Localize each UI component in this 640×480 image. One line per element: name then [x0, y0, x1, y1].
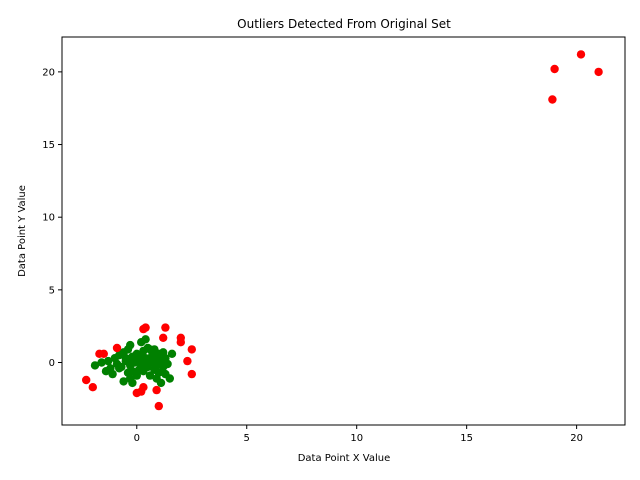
outlier-point-0	[82, 375, 91, 385]
x-tick-label-0: 0	[134, 433, 140, 444]
outlier-point-1	[88, 383, 98, 392]
x-tick-label-2: 10	[350, 433, 363, 444]
inlier-point-56	[139, 359, 148, 369]
inlier-point-4	[108, 369, 117, 379]
y-axis: 0 5 10 15 20	[42, 67, 62, 369]
inlier-point-61	[152, 361, 161, 370]
outlier-point-4	[112, 343, 122, 353]
inlier-point-47	[165, 374, 174, 383]
outlier-point-20	[550, 64, 559, 74]
outlier-point-3	[99, 349, 109, 358]
y-tick-label-1: 5	[49, 285, 55, 296]
inlier-point-1	[97, 358, 106, 367]
inlier-point-58	[104, 356, 113, 366]
inlier-point-60	[134, 351, 144, 360]
inlier-point-55	[145, 355, 155, 364]
inlier-point-59	[128, 367, 137, 376]
inlier-point-0	[90, 361, 100, 370]
inlier-point-48	[167, 349, 177, 358]
x-tick-label-4: 20	[570, 433, 583, 444]
outlier-point-12	[159, 333, 168, 342]
inlier-point-63	[123, 355, 133, 364]
x-axis: 0 5 10 15 20	[134, 425, 583, 444]
x-tick-label-1: 5	[244, 433, 250, 444]
inlier-point-10	[119, 377, 128, 386]
points-layer	[82, 50, 603, 411]
inlier-point-39	[154, 368, 163, 377]
y-tick-label-3: 15	[42, 140, 55, 151]
inlier-point-31	[145, 371, 155, 380]
inlier-point-49	[115, 364, 124, 373]
y-tick-label-0: 0	[49, 358, 55, 369]
x-axis-label: Data Point X Value	[298, 453, 391, 464]
outlier-point-18	[187, 369, 196, 379]
y-axis-label: Data Point Y Value	[17, 185, 28, 277]
outlier-point-19	[548, 95, 557, 104]
inlier-point-27	[141, 335, 150, 344]
inlier-point-62	[145, 345, 155, 354]
inlier-point-17	[128, 378, 137, 388]
outlier-point-22	[594, 67, 603, 77]
inlier-point-46	[163, 359, 172, 369]
y-tick-label-2: 10	[42, 213, 55, 224]
inlier-point-14	[126, 340, 135, 350]
outlier-point-7	[139, 383, 148, 392]
outlier-point-16	[183, 356, 192, 366]
chart-title: Outliers Detected From Original Set	[237, 17, 451, 31]
y-tick-label-4: 20	[42, 67, 55, 78]
plot-frame	[61, 36, 626, 426]
outlier-point-17	[187, 345, 196, 354]
outlier-point-13	[161, 323, 170, 332]
inlier-point-41	[156, 378, 166, 388]
outlier-point-15	[176, 338, 185, 347]
outlier-point-21	[576, 50, 586, 59]
outlier-point-10	[152, 385, 161, 395]
outlier-point-11	[154, 401, 163, 411]
outlier-point-9	[141, 323, 150, 332]
x-tick-label-3: 15	[460, 433, 473, 444]
